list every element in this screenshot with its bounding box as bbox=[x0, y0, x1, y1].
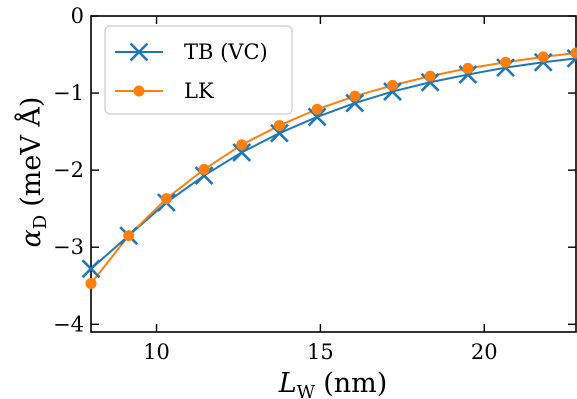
x-ticks: 10 15 20 bbox=[143, 16, 498, 364]
data-point-dot bbox=[160, 193, 172, 205]
data-point-x bbox=[81, 259, 101, 279]
x-axis-label: LW (nm) bbox=[278, 368, 388, 399]
data-point-x bbox=[345, 93, 365, 113]
data-point-dot bbox=[349, 90, 361, 102]
y-axis-unit: (meV Å) bbox=[14, 97, 47, 207]
data-point-dot bbox=[570, 47, 577, 59]
legend-x-marker bbox=[129, 42, 149, 62]
x-tick-label: 15 bbox=[307, 340, 334, 364]
data-point-dot bbox=[236, 139, 248, 151]
data-point-x bbox=[383, 82, 402, 101]
y-tick-label: 0 bbox=[71, 4, 84, 28]
plot-frame bbox=[90, 15, 577, 333]
y-tick-label: −4 bbox=[53, 312, 84, 336]
data-point-x bbox=[270, 123, 289, 143]
y-axis-symbol: α bbox=[16, 229, 47, 247]
legend-label-lk: LK bbox=[184, 79, 214, 103]
y-tick-label: −2 bbox=[53, 158, 84, 182]
y-tick-label: −1 bbox=[53, 81, 84, 105]
data-point-dot bbox=[424, 70, 436, 82]
data-point-dot bbox=[273, 119, 285, 131]
y-axis-label: αD (meV Å) bbox=[14, 97, 51, 248]
data-point-dot bbox=[311, 103, 323, 115]
data-point-x bbox=[420, 72, 440, 92]
legend-dot-marker bbox=[133, 85, 145, 97]
data-point-dot bbox=[198, 163, 210, 175]
x-axis-unit: (nm) bbox=[323, 368, 387, 399]
x-axis-subscript: W bbox=[297, 382, 316, 399]
data-point-dot bbox=[537, 51, 549, 63]
data-point-x bbox=[232, 143, 252, 162]
x-tick-label: 10 bbox=[143, 340, 170, 364]
data-point-x bbox=[458, 65, 478, 84]
y-axis-subscript: D bbox=[30, 215, 51, 229]
data-point-dot bbox=[85, 277, 97, 289]
data-point-dot bbox=[462, 62, 474, 74]
y-tick-label: −3 bbox=[53, 235, 84, 259]
legend: TB (VC) LK bbox=[104, 25, 293, 115]
legend-marker-lk bbox=[133, 85, 145, 97]
series-markers-lk bbox=[85, 47, 577, 289]
data-point-dot bbox=[386, 79, 398, 91]
series-line-lk bbox=[90, 52, 577, 285]
x-tick-label: 20 bbox=[471, 340, 498, 364]
data-point-x bbox=[307, 107, 327, 127]
legend-marker-tb-vc bbox=[129, 42, 149, 62]
y-ticks: 0 −1 −2 −3 −4 bbox=[53, 4, 576, 336]
data-point-x bbox=[194, 166, 214, 185]
x-axis-symbol: L bbox=[278, 368, 297, 399]
data-point-dot bbox=[500, 56, 512, 68]
legend-label-tb-vc: TB (VC) bbox=[184, 40, 268, 64]
data-point-dot bbox=[123, 230, 135, 242]
